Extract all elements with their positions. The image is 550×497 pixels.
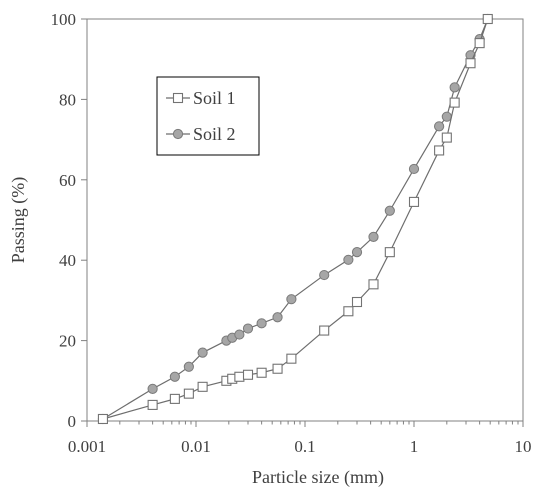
data-point (434, 121, 445, 132)
data-point (169, 393, 180, 404)
data-point (256, 318, 267, 329)
y-tick-label: 0 (68, 412, 77, 431)
data-point (368, 279, 379, 290)
data-point (147, 399, 158, 410)
y-tick-label: 80 (59, 90, 76, 109)
data-point (441, 132, 452, 143)
data-point (351, 296, 363, 308)
data-point (441, 111, 452, 122)
data-point (351, 247, 363, 258)
legend-label: Soil 1 (193, 88, 236, 108)
series-soil-1 (97, 13, 493, 425)
data-point (197, 347, 208, 358)
data-point (197, 381, 208, 392)
x-tick-label: 0.1 (294, 437, 315, 456)
data-point (449, 82, 460, 93)
data-point (343, 254, 354, 265)
plot-frame (86, 18, 524, 422)
data-point (319, 325, 330, 336)
x-tick-label: 0.001 (68, 437, 106, 456)
legend-marker (172, 128, 184, 140)
data-point (384, 247, 395, 258)
data-point (408, 163, 420, 175)
data-point (169, 371, 180, 382)
data-point (465, 58, 476, 69)
legend-label: Soil 2 (193, 124, 236, 144)
data-point (183, 361, 194, 372)
data-point (286, 294, 297, 305)
data-point (242, 323, 254, 334)
legend-item: Soil 2 (166, 124, 236, 144)
data-point (482, 13, 493, 25)
y-axis-title: Passing (%) (8, 177, 29, 264)
data-point (368, 231, 379, 242)
data-point (384, 205, 395, 216)
legend-box (156, 76, 260, 156)
y-tick-label: 40 (59, 251, 76, 270)
data-point (183, 388, 194, 399)
y-tick-label: 100 (51, 10, 77, 29)
data-point (272, 363, 283, 374)
data-point (449, 97, 460, 108)
y-tick-label: 20 (59, 332, 76, 351)
data-point (242, 369, 254, 380)
data-point (272, 312, 283, 323)
x-tick-label: 0.01 (181, 437, 211, 456)
data-point (286, 353, 297, 364)
plot-border (86, 18, 524, 422)
data-point (434, 145, 445, 156)
data-point (234, 371, 245, 382)
x-tick-label: 10 (515, 437, 532, 456)
y-tick-label: 60 (59, 171, 76, 190)
x-tick-label: 1 (410, 437, 419, 456)
data-point (147, 383, 158, 394)
data-point (97, 413, 108, 425)
data-point (256, 367, 267, 378)
data-point (408, 196, 420, 207)
data-point (343, 306, 354, 317)
data-point (234, 329, 245, 340)
legend: Soil 1 Soil 2 (156, 76, 260, 156)
data-point (474, 38, 485, 49)
data-point (319, 269, 330, 281)
x-axis-title: Particle size (mm) (252, 467, 384, 488)
legend-item: Soil 1 (166, 88, 236, 108)
legend-marker (172, 92, 184, 104)
series-group (97, 13, 493, 425)
